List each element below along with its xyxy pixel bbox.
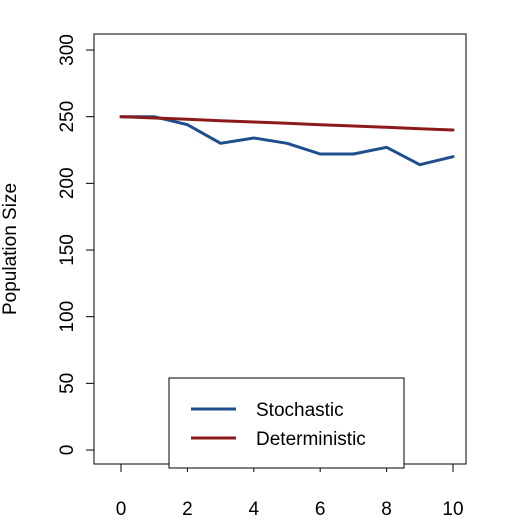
x-tick-label: 0: [116, 499, 127, 520]
x-tick-label: 8: [381, 499, 392, 520]
series-layer: [119, 115, 455, 167]
y-tick-label: 300: [57, 34, 78, 66]
x-tick-label: 6: [315, 499, 326, 520]
x-tick-label: 2: [182, 499, 193, 520]
legend-label: Deterministic: [256, 429, 366, 450]
x-axis: 0 2 4 6 8 10: [116, 463, 464, 520]
y-axis: 0 50 100 150 200 250 300: [57, 34, 95, 456]
y-tick-label: 200: [57, 167, 78, 199]
y-tick-label: 150: [57, 234, 78, 266]
y-tick-label: 250: [57, 101, 78, 133]
series-line-deterministic: [119, 115, 455, 132]
legend-label: Stochastic: [256, 400, 344, 421]
y-axis-label: Population Size: [0, 183, 21, 315]
y-tick-label: 50: [57, 373, 78, 394]
series-line-stochastic: [119, 115, 455, 167]
legend-box: [168, 377, 405, 469]
y-tick-label: 100: [57, 301, 78, 333]
x-tick-label: 10: [442, 499, 463, 520]
y-tick-label: 0: [57, 445, 78, 456]
x-tick-label: 4: [249, 499, 260, 520]
legend: Stochastic Deterministic: [168, 377, 405, 469]
